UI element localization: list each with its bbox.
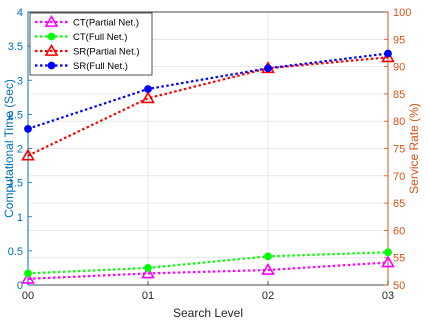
- data-point: [21, 148, 35, 161]
- left-tick-label: 3.5: [8, 41, 23, 53]
- legend-label: SR(Partial Net.): [73, 47, 140, 58]
- legend: CT(Partial Net.) CT(Full Net.) SR(Partial …: [29, 12, 153, 76]
- legend-marker: [44, 43, 59, 56]
- legend-item: SR(Full Net.): [35, 61, 128, 72]
- right-tick-label: 55: [393, 253, 405, 265]
- right-tick-label: 85: [393, 89, 405, 101]
- data-point: [261, 262, 275, 275]
- right-tick-label: 75: [393, 144, 405, 156]
- series-line: [27, 251, 389, 275]
- data-point: [24, 269, 32, 278]
- right-axis-label: Service Rate (%): [407, 103, 421, 194]
- right-tick-label: 65: [393, 198, 405, 210]
- right-tick-label: 90: [393, 62, 405, 74]
- right-tick-label: 60: [393, 225, 405, 237]
- legend-label: SR(Full Net.): [73, 61, 128, 72]
- data-point: [24, 124, 32, 133]
- left-tick-label: 4: [17, 7, 23, 19]
- data-point: [141, 91, 155, 104]
- left-tick-label: 0.5: [8, 246, 23, 258]
- right-tick-label: 80: [393, 116, 405, 128]
- left-tick-label: 3: [17, 75, 23, 87]
- data-point: [264, 64, 272, 73]
- right-tick-label: 95: [393, 34, 405, 46]
- data-point: [384, 49, 392, 58]
- left-tick-label: 0: [17, 280, 23, 292]
- legend-marker: [44, 14, 59, 27]
- left-tick-label: 2: [17, 144, 23, 156]
- legend-marker: [47, 32, 56, 41]
- series-ct-full-net: [24, 248, 392, 278]
- legend-item: SR(Partial Net.): [35, 43, 140, 58]
- left-tick-label: 1.5: [8, 178, 23, 190]
- data-point: [144, 85, 152, 93]
- left-axis-ticks: 0 0.5 1 1.5 2 2.5 3 3.5 4: [8, 7, 32, 292]
- legend-item: CT(Full Net.): [35, 32, 127, 43]
- x-axis-ticks: 00 01 02 03: [22, 281, 394, 302]
- data-point: [381, 255, 395, 268]
- right-tick-label: 100: [393, 7, 411, 19]
- x-axis-label: Search Level: [173, 306, 243, 320]
- x-tick-label: 02: [262, 290, 274, 302]
- left-axis-label: Computational Time (Sec): [2, 79, 16, 218]
- data-point: [381, 50, 395, 63]
- x-tick-label: 00: [22, 290, 34, 302]
- data-point: [264, 252, 272, 261]
- legend-label: CT(Full Net.): [73, 32, 127, 43]
- legend-marker: [47, 61, 56, 70]
- data-point: [21, 271, 35, 284]
- series-sr-full-net: [24, 49, 392, 133]
- series-layer: [21, 49, 395, 284]
- left-tick-label: 2.5: [8, 109, 23, 121]
- legend-label: CT(Partial Net.): [73, 18, 139, 29]
- legend-item: CT(Partial Net.): [35, 14, 139, 29]
- x-tick-label: 01: [142, 290, 154, 302]
- data-point: [144, 264, 152, 272]
- data-point: [384, 248, 392, 257]
- series-line: [27, 56, 389, 157]
- right-tick-label: 50: [393, 280, 405, 292]
- series-ct-partial-net: [21, 255, 395, 284]
- series-line: [27, 261, 389, 280]
- x-tick-label: 03: [382, 290, 394, 302]
- series-line: [27, 52, 389, 130]
- left-tick-label: 1: [17, 212, 23, 224]
- data-point: [141, 266, 155, 279]
- right-tick-label: 70: [393, 171, 405, 183]
